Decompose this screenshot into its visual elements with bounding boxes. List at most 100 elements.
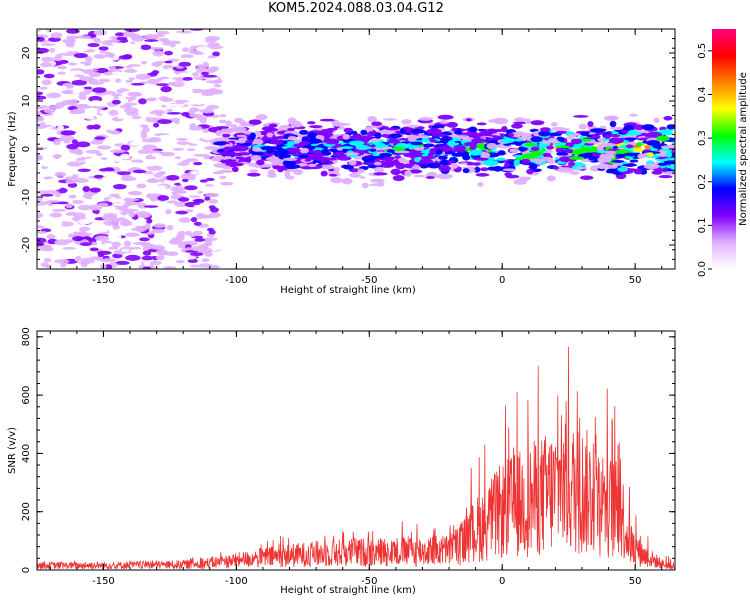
spectrogram-cell — [468, 126, 478, 133]
spectrogram-cell — [268, 123, 278, 128]
spectrogram-cell — [547, 137, 558, 144]
spectrogram-cell — [178, 61, 192, 67]
spectrogram-cell — [67, 182, 78, 188]
spectrogram-cell — [161, 78, 176, 83]
spectrogram-cell — [437, 114, 454, 120]
spectrogram-cell — [307, 132, 318, 138]
spectrogram-cell — [218, 119, 227, 124]
spectrogram-cell — [116, 36, 128, 41]
spectrogram-cell — [646, 140, 661, 146]
spectrogram-cell — [425, 176, 436, 179]
spectrogram-cell — [157, 216, 167, 222]
spectrogram-cell — [75, 35, 92, 39]
spectrogram-cell — [88, 95, 103, 103]
spectrogram-cell — [117, 171, 131, 176]
spectrogram-cell — [627, 129, 637, 136]
spectrogram-cell — [589, 128, 604, 133]
spectrogram-cell — [168, 58, 180, 62]
spectrogram-cell — [646, 152, 654, 158]
spectrogram-cell — [217, 148, 225, 153]
spectrogram-cell — [204, 39, 217, 43]
spectrogram-cell — [511, 123, 523, 129]
spectrogram-cell — [89, 140, 104, 145]
spectrogram-cell — [524, 142, 537, 147]
spectrogram-cell — [91, 241, 98, 246]
spectrogram-cell — [113, 202, 125, 206]
spectrogram-cell — [361, 155, 376, 162]
spectrogram-cell — [54, 239, 70, 246]
spectrogram-cell — [78, 76, 94, 81]
spectrogram-cell — [112, 167, 121, 173]
spectrogram-cell — [167, 40, 182, 45]
spectrogram-cell — [142, 126, 150, 133]
spectrogram-cell — [184, 185, 198, 191]
spectrogram-cell — [565, 136, 575, 140]
spectrogram-cell — [373, 172, 388, 176]
snr-y-tick-label: 600 — [21, 386, 32, 405]
spectrogram-cell — [426, 171, 438, 178]
spectrogram-cell — [359, 176, 366, 179]
spectrogram-cell — [551, 126, 566, 131]
colorbar-tick-label: 0.3 — [697, 130, 708, 146]
spectrogram-cell — [59, 135, 75, 142]
spectrogram-cell — [298, 154, 310, 159]
spectrogram-cell — [37, 47, 50, 54]
spectrogram-cell — [151, 152, 162, 158]
spectrogram-cell — [663, 171, 675, 175]
spectrogram-cell — [49, 244, 64, 249]
spectrogram-cell — [206, 80, 221, 84]
spectrogram-cell — [69, 99, 78, 106]
spectrogram-cell — [84, 56, 93, 63]
spectrogram-cell — [131, 35, 145, 42]
spectrogram-cell — [120, 98, 129, 104]
spectrogram-cell — [180, 173, 190, 179]
spectrogram-cell — [119, 46, 127, 50]
spectrogram-cell — [169, 43, 176, 48]
spectrogram-cell — [37, 201, 49, 206]
spectrogram-cell — [248, 162, 258, 168]
colorbar-tick-label: 0.2 — [697, 174, 708, 190]
spectrogram-cell — [109, 65, 117, 72]
spectrogram-cell — [169, 170, 182, 174]
spectrogram-cell — [190, 217, 198, 223]
spectrogram-cell — [93, 30, 108, 36]
spectrogram-cell — [344, 152, 360, 156]
spectrogram-cell — [569, 171, 580, 175]
spectrogram-cell — [45, 115, 57, 120]
spectrogram-cell — [49, 185, 61, 191]
spectrogram-cell — [207, 55, 216, 59]
spectrogram-cell — [320, 170, 328, 177]
spectrogram-cell — [535, 158, 543, 164]
spectrogram-cell — [123, 240, 131, 247]
spectrogram-cell — [666, 124, 675, 130]
spectrogram-cell — [463, 142, 477, 147]
snr-x-tick-label: 50 — [629, 576, 642, 587]
spectrogram-cell — [250, 155, 262, 161]
spectrogram-cell — [200, 118, 207, 124]
spectrogram-cell — [189, 252, 204, 257]
spectrogram-cell — [84, 114, 95, 120]
spectrogram-cell — [108, 198, 123, 202]
spectrogram-cell — [559, 156, 572, 163]
spectrogram-cell — [78, 94, 87, 101]
spectrogram-cell — [219, 175, 227, 180]
spectrogram-cell — [153, 172, 164, 178]
spectrogram-cell — [176, 137, 188, 142]
spectrogram-cell — [416, 135, 430, 139]
spectrogram-cell — [178, 72, 191, 78]
spectrogram-cell — [146, 193, 154, 199]
spectrogram-cell — [189, 123, 197, 129]
spectrogram-cell — [37, 106, 45, 110]
heatmap-y-tick-label: 20 — [21, 47, 32, 60]
spectrogram-cell — [65, 40, 75, 47]
spectrogram-cell — [321, 149, 329, 154]
spectrogram-cell — [39, 216, 53, 220]
spectrogram-cell — [65, 170, 72, 175]
spectrogram-cell — [37, 212, 44, 219]
spectrogram-cell — [408, 169, 423, 174]
spectrogram-cell — [53, 140, 61, 145]
spectrogram-cell — [181, 178, 189, 183]
spectrogram-cell — [128, 77, 136, 81]
spectrogram-cell — [105, 56, 120, 61]
spectrogram-cell — [90, 100, 102, 106]
